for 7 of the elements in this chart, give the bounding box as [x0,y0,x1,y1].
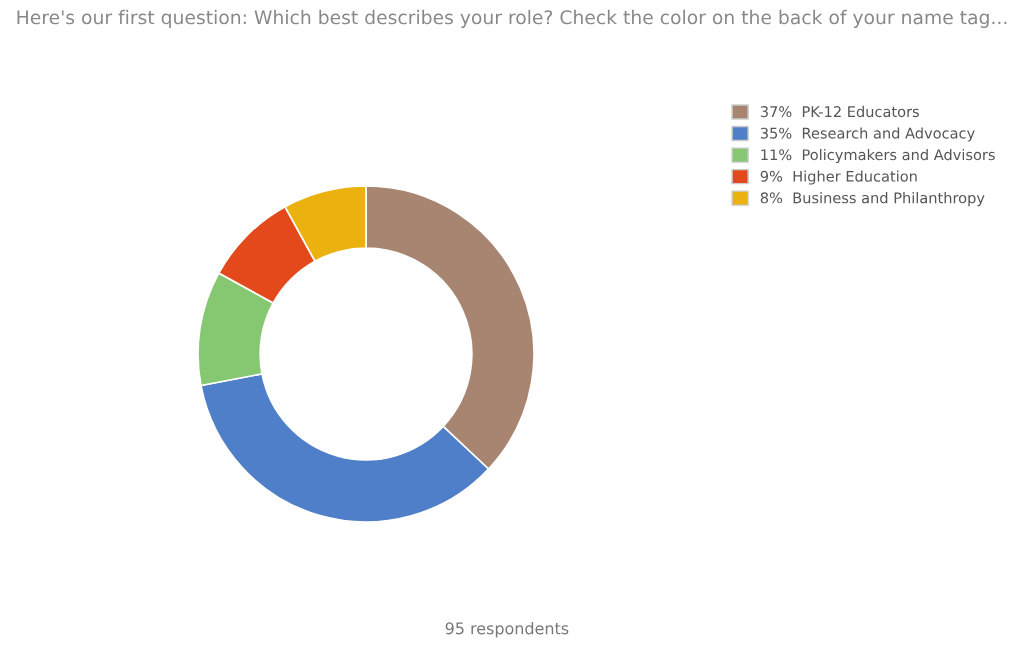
text: 95 respondents [445,622,569,638]
legend-label: 37% PK-12 Educators [760,105,919,118]
legend-label: 11% Policymakers and Advisors [761,148,995,164]
legend-label: 9% Higher Education [760,170,917,185]
chart-title: Here's our first question: Which best describes your role? Check the color on the back of your name tag... [17,9,1007,28]
legend-label: 8% Business and Philanthropy [760,192,985,207]
legend-label: 35% Research and Advocacy [760,127,975,142]
